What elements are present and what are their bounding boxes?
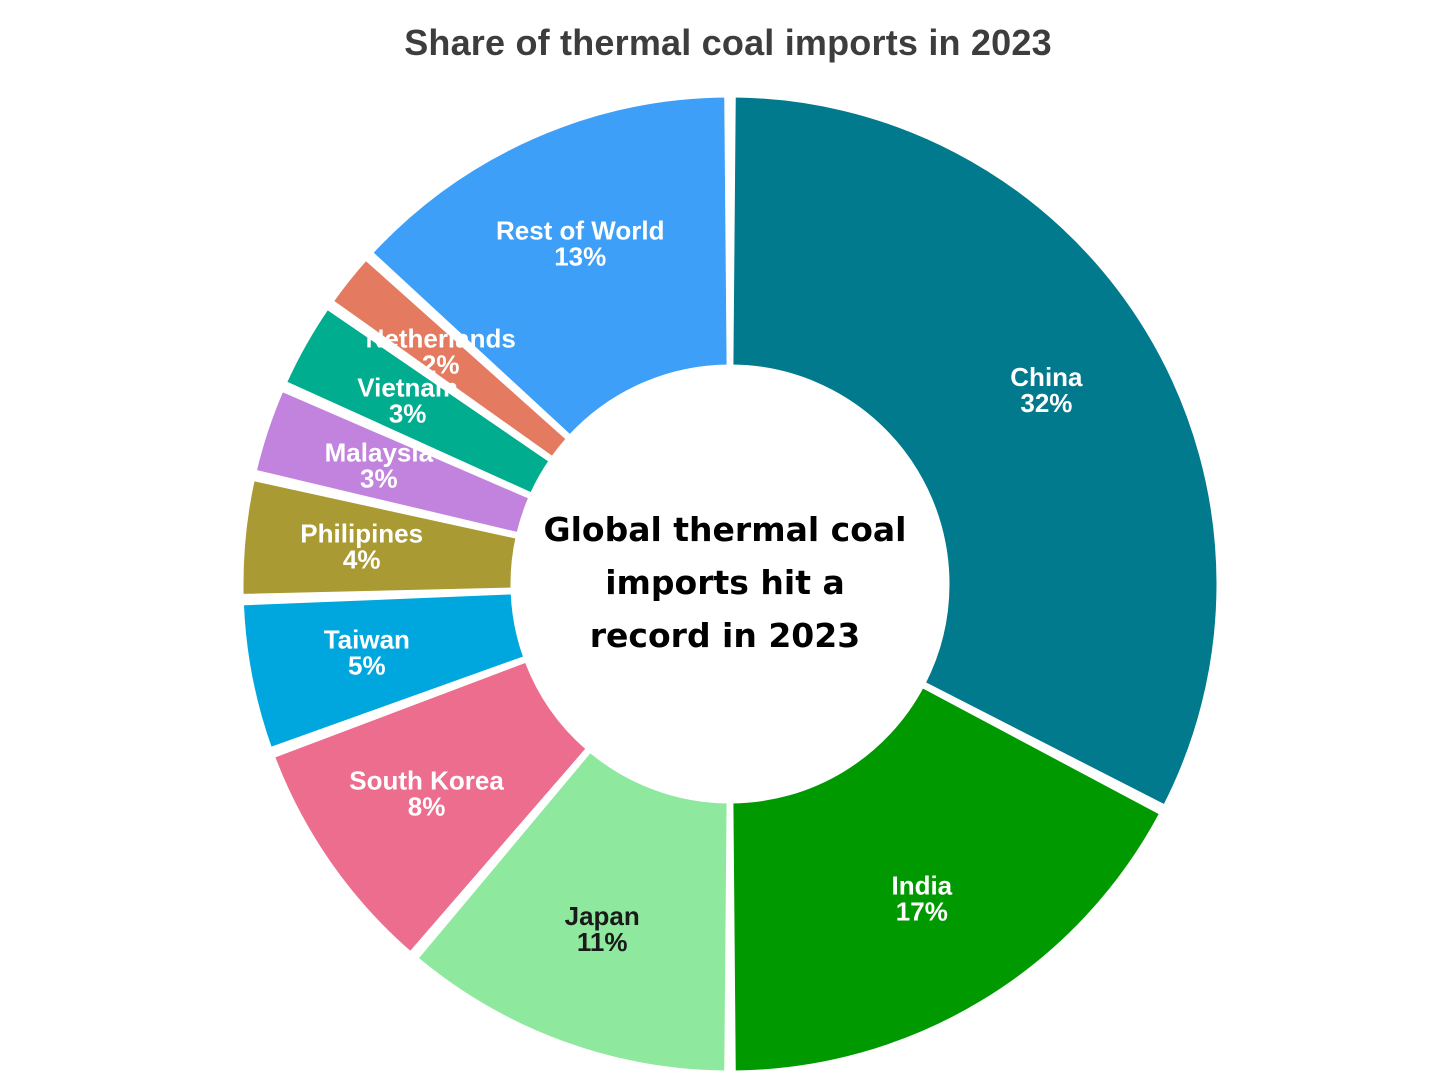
slice-label-vietnam: Vietnam xyxy=(357,372,458,402)
slices-layer xyxy=(240,94,1220,1074)
slice-label-philipines: Philipines xyxy=(300,518,423,548)
slice-label-south-korea: South Korea xyxy=(349,766,504,796)
slice-label-china: China xyxy=(1010,362,1083,392)
slice-value-vietnam: 3% xyxy=(389,398,427,428)
slice-netherlands xyxy=(330,257,569,460)
slice-value-japan: 11% xyxy=(577,927,628,957)
slice-value-china: 32% xyxy=(1020,388,1072,418)
slice-malaysia xyxy=(253,388,532,536)
slice-value-taiwan: 5% xyxy=(348,651,386,681)
slice-japan xyxy=(415,749,730,1074)
chart-title: Share of thermal coal imports in 2023 xyxy=(404,22,1052,63)
center-text-line-3: record in 2023 xyxy=(589,616,861,655)
slice-value-netherlands: 2% xyxy=(422,349,460,379)
slice-value-rest-of-world: 13% xyxy=(554,242,606,272)
slice-rest-of-world xyxy=(370,94,730,438)
slice-label-india: India xyxy=(891,870,952,900)
slice-vietnam xyxy=(284,306,552,496)
center-text: Global thermal coal imports hit a record… xyxy=(520,503,930,662)
center-text-line-2: imports hit a xyxy=(605,563,845,602)
slice-south-korea xyxy=(272,659,589,955)
slice-label-taiwan: Taiwan xyxy=(324,625,410,655)
slice-label-netherlands: Netherlands xyxy=(366,323,516,353)
slice-china xyxy=(730,94,1220,808)
center-text-line-1: Global thermal coal xyxy=(543,510,907,549)
slice-value-philipines: 4% xyxy=(343,544,381,574)
slice-value-india: 17% xyxy=(896,896,948,926)
slice-taiwan xyxy=(240,591,527,751)
slice-value-south-korea: 8% xyxy=(408,792,446,822)
slice-value-malaysia: 3% xyxy=(360,463,398,493)
slice-philipines xyxy=(240,478,519,597)
slice-label-japan: Japan xyxy=(565,901,640,931)
slice-label-rest-of-world: Rest of World xyxy=(496,216,665,246)
slice-india xyxy=(730,685,1163,1074)
slice-label-malaysia: Malaysia xyxy=(325,437,434,467)
